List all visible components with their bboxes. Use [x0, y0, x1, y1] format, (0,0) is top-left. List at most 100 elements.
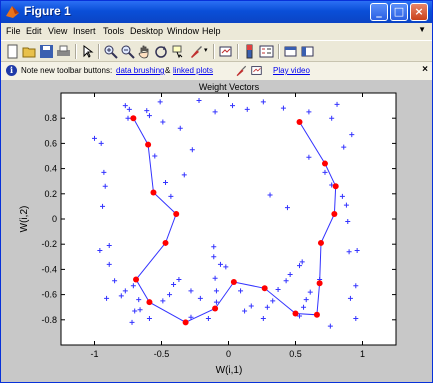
zoom-in-icon[interactable]: [103, 44, 118, 59]
som-node: [261, 285, 268, 292]
rotate-icon[interactable]: [154, 44, 169, 59]
open-file-icon[interactable]: [22, 44, 37, 59]
x-tick-label: 0.5: [289, 349, 302, 359]
som-node: [162, 239, 169, 246]
input-point: [346, 249, 352, 255]
plot-svg[interactable]: Weight Vectors -0.8 -0.6 -0.4 -0.2 0 0.2 0.4 0.…: [1, 80, 432, 382]
input-point: [260, 99, 266, 105]
data-brushing-link[interactable]: data brushing: [116, 66, 165, 75]
input-point: [126, 106, 132, 112]
x-tick-label: 0: [226, 349, 231, 359]
play-video-link[interactable]: Play video: [273, 66, 310, 75]
menu-tools[interactable]: Tools: [103, 26, 125, 36]
title-bar[interactable]: Figure 1 _ □ ×: [1, 1, 432, 23]
info-ampersand: &: [165, 66, 171, 75]
input-point: [301, 304, 307, 310]
y-tick-label: -0.8: [41, 315, 57, 325]
matlab-icon: [6, 6, 19, 18]
input-point: [188, 314, 194, 320]
pointer-icon[interactable]: [80, 44, 95, 59]
input-point: [176, 276, 182, 282]
input-point: [307, 289, 313, 295]
input-point: [104, 295, 110, 301]
input-point: [168, 193, 174, 199]
input-point: [157, 99, 163, 105]
input-point: [118, 293, 124, 299]
menu-overflow-icon[interactable]: ▼: [418, 25, 426, 34]
brush-dropdown-icon[interactable]: ▾: [204, 47, 208, 54]
som-node: [146, 299, 153, 306]
y-tick-label: -0.2: [41, 239, 57, 249]
figure-canvas[interactable]: Weight Vectors -0.8 -0.6 -0.4 -0.2 0 0.2 0.4 0.…: [1, 80, 432, 382]
input-point: [275, 287, 281, 293]
input-point: [334, 101, 340, 107]
y-tick-label: 0.2: [44, 189, 57, 199]
input-point: [297, 263, 303, 269]
input-point: [270, 298, 276, 304]
y-tick-label: 0.8: [44, 113, 57, 123]
y-tick-label: -0.6: [41, 290, 57, 300]
close-icon[interactable]: ×: [422, 64, 428, 75]
input-point: [177, 125, 183, 131]
y-tick-label: 0: [52, 214, 57, 224]
save-icon[interactable]: [39, 44, 54, 59]
input-point: [101, 169, 107, 175]
hide-plot-tools-icon[interactable]: [283, 44, 298, 59]
input-point: [306, 109, 312, 115]
brush-icon[interactable]: [188, 44, 203, 59]
input-point: [213, 288, 219, 294]
data-cursor-icon[interactable]: [171, 44, 186, 59]
input-point: [347, 295, 353, 301]
legend-icon[interactable]: [259, 44, 274, 59]
window-title: Figure 1: [24, 4, 71, 18]
input-point: [343, 202, 349, 208]
menu-view[interactable]: View: [48, 26, 68, 36]
input-point: [264, 304, 270, 310]
x-axis-label: W(i,1): [216, 365, 243, 376]
x-tick-label: 1: [360, 349, 365, 359]
input-point: [197, 295, 203, 301]
show-plot-tools-icon[interactable]: [300, 44, 315, 59]
input-point: [213, 299, 219, 305]
menu-edit[interactable]: Edit: [26, 26, 42, 36]
input-point: [329, 115, 335, 121]
colorbar-icon[interactable]: [242, 44, 257, 59]
menu-file[interactable]: File: [6, 26, 21, 36]
input-point: [146, 113, 152, 119]
menu-desktop[interactable]: Desktop: [130, 26, 164, 36]
menu-insert[interactable]: Insert: [73, 26, 96, 36]
input-point: [217, 261, 223, 267]
new-figure-icon[interactable]: [5, 44, 20, 59]
menu-help[interactable]: Help: [202, 26, 221, 36]
input-point: [349, 132, 355, 138]
input-point: [98, 140, 104, 146]
pan-icon[interactable]: [137, 44, 152, 59]
som-node: [296, 118, 303, 125]
input-point: [287, 271, 293, 277]
input-point: [181, 172, 187, 178]
y-tick-label: 0.4: [44, 164, 57, 174]
som-node: [212, 305, 219, 312]
x-tick-label: -0.5: [154, 349, 170, 359]
input-point: [132, 308, 138, 314]
info-text: Note new toolbar buttons:: [21, 66, 113, 75]
info-bar: i Note new toolbar buttons: data brushin…: [1, 62, 432, 80]
input-point: [211, 244, 217, 250]
menu-window[interactable]: Window: [167, 26, 200, 36]
axes-box[interactable]: [60, 92, 397, 346]
minimize-button[interactable]: _: [370, 3, 388, 21]
input-point: [136, 297, 142, 303]
som-node: [321, 160, 328, 167]
print-icon[interactable]: [56, 44, 71, 59]
input-point: [238, 288, 244, 294]
linked-plots-link[interactable]: linked plots: [173, 66, 214, 75]
maximize-button[interactable]: □: [390, 3, 408, 21]
close-button[interactable]: ×: [410, 3, 428, 21]
link-icon[interactable]: [218, 44, 233, 59]
input-point: [353, 316, 359, 322]
input-point: [230, 103, 236, 109]
input-point: [129, 319, 135, 325]
y-tick-label: -0.4: [41, 264, 57, 274]
zoom-out-icon[interactable]: [120, 44, 135, 59]
